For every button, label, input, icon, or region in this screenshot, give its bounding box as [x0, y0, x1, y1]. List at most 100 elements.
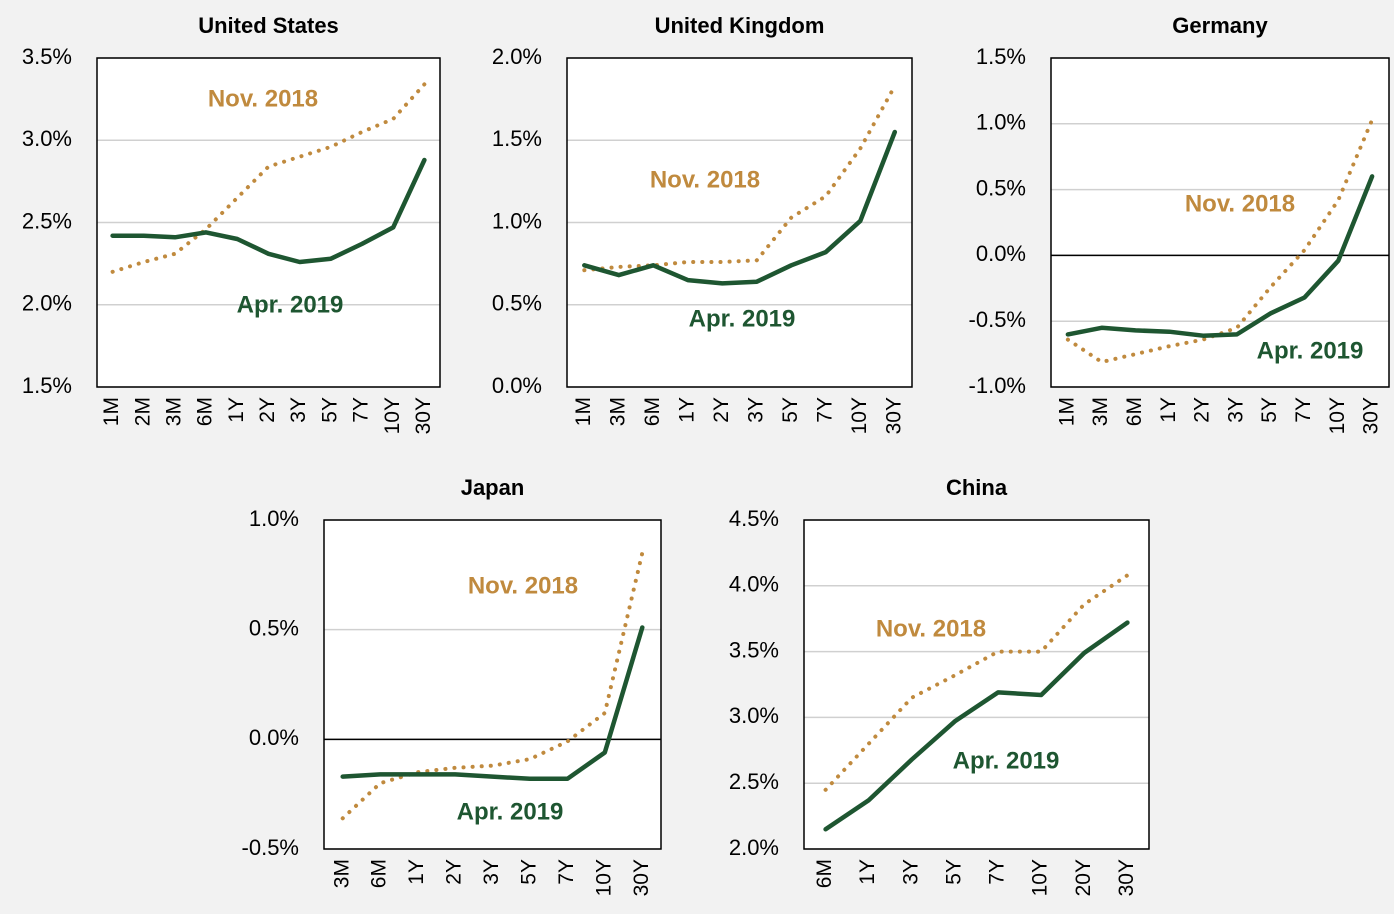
x-tick-label: 30Y	[1115, 859, 1138, 896]
x-tick-label: 3Y	[899, 859, 922, 885]
y-tick-label: 4.0%	[729, 572, 779, 597]
y-tick-label: 1.5%	[976, 44, 1026, 69]
y-tick-label: 4.5%	[729, 506, 779, 531]
x-tick-label: 3M	[606, 397, 629, 426]
x-tick-label: 6M	[641, 397, 664, 426]
x-tick-label: 20Y	[1072, 859, 1095, 896]
x-tick-label: 1Y	[225, 397, 248, 423]
y-tick-label: 3.5%	[22, 44, 72, 69]
y-tick-label: 1.0%	[492, 208, 542, 233]
y-tick-label: 0.0%	[976, 241, 1026, 266]
plot-frame	[803, 519, 1150, 850]
x-tick-label: 5Y	[318, 397, 341, 423]
subplot: Japan -0.5% 0.0% 0.5% 1.0% 3M 6M 1Y 2Y 3Y 5Y 7Y 10Y 3…	[242, 475, 662, 896]
plot-frame	[566, 57, 913, 388]
y-tick-label: 0.5%	[492, 291, 542, 316]
y-tick-label: 2.0%	[22, 291, 72, 316]
series-line	[1065, 174, 1375, 338]
series-line	[582, 84, 897, 273]
y-tick-label: 2.0%	[729, 835, 779, 860]
series-label: Nov. 2018	[208, 85, 318, 112]
x-tick-label: 7Y	[986, 859, 1009, 885]
series-label: Nov. 2018	[1185, 190, 1295, 217]
y-tick-label: 3.5%	[729, 637, 779, 662]
y-tick-label: 0.5%	[976, 175, 1026, 200]
x-tick-label: 1M	[100, 397, 123, 426]
x-tick-label: 10Y	[381, 397, 404, 434]
plot-frame	[96, 57, 441, 388]
y-tick-label: -1.0%	[969, 373, 1026, 398]
series-line	[823, 620, 1130, 832]
x-tick-label: 6M	[194, 397, 217, 426]
x-tick-label: 1Y	[1157, 397, 1180, 423]
x-tick-label: 7Y	[1292, 397, 1315, 423]
subplot: United Kingdom 0.0% 0.5% 1.0% 1.5% 2.0% 1M 3M 6M…	[492, 13, 913, 434]
x-tick-label: 30Y	[630, 859, 653, 896]
x-tick-label: 5Y	[517, 859, 540, 885]
x-tick-label: 10Y	[848, 397, 871, 434]
series-line	[110, 82, 427, 274]
x-tick-label: 5Y	[779, 397, 802, 423]
x-tick-label: 2M	[131, 397, 154, 426]
y-tick-label: 3.0%	[22, 126, 72, 151]
series-label: Nov. 2018	[876, 615, 986, 642]
series-label: Nov. 2018	[650, 166, 760, 193]
series-label: Apr. 2019	[1257, 337, 1364, 364]
y-tick-label: 1.5%	[492, 126, 542, 151]
x-tick-label: 3M	[163, 397, 186, 426]
y-tick-label: 1.0%	[249, 506, 299, 531]
x-tick-label: 7Y	[350, 397, 373, 423]
x-tick-label: 1M	[1055, 397, 1078, 426]
y-tick-label: -0.5%	[242, 835, 299, 860]
x-tick-label: 2Y	[1191, 397, 1214, 423]
x-tick-label: 10Y	[1326, 397, 1349, 434]
series-line	[110, 157, 427, 265]
x-tick-label: 3Y	[480, 859, 503, 885]
subplot-title: United States	[198, 13, 339, 38]
x-tick-label: 2Y	[710, 397, 733, 423]
x-tick-label: 6M	[368, 859, 391, 888]
y-tick-label: 0.0%	[249, 725, 299, 750]
subplot: Germany -1.0% -0.5% 0.0% 0.5% 1.0% 1.5% 1M 3M 6M 1…	[969, 13, 1390, 434]
series-line	[340, 550, 645, 821]
plot-frame	[1050, 57, 1390, 388]
subplot: China 2.0% 2.5% 3.0% 3.5% 4.0% 4.5% 6M 1Y 3Y 5Y 7Y 1…	[729, 475, 1150, 896]
y-tick-label: 2.0%	[492, 44, 542, 69]
subplot: United States 1.5% 2.0% 2.5% 3.0% 3.5% 1M 2M 3M 6…	[22, 13, 441, 434]
x-tick-label: 10Y	[592, 859, 615, 896]
x-tick-label: 2Y	[443, 859, 466, 885]
series-line	[582, 129, 898, 286]
x-tick-label: 6M	[1123, 397, 1146, 426]
x-tick-label: 3Y	[1224, 397, 1247, 423]
y-tick-label: 0.0%	[492, 373, 542, 398]
x-tick-label: 5Y	[1258, 397, 1281, 423]
x-tick-label: 7Y	[813, 397, 836, 423]
x-tick-label: 1Y	[675, 397, 698, 423]
x-tick-label: 3M	[1089, 397, 1112, 426]
x-tick-label: 2Y	[256, 397, 279, 423]
x-tick-label: 7Y	[555, 859, 578, 885]
x-tick-label: 30Y	[1360, 397, 1383, 434]
y-tick-label: 3.0%	[729, 703, 779, 728]
x-tick-label: 1Y	[856, 859, 879, 885]
x-tick-label: 1Y	[405, 859, 428, 885]
x-tick-label: 3M	[330, 859, 353, 888]
x-tick-label: 10Y	[1029, 859, 1052, 896]
plot-area	[804, 520, 1149, 849]
x-tick-label: 5Y	[942, 859, 965, 885]
plot-frame	[323, 519, 662, 850]
series-label: Nov. 2018	[468, 572, 578, 599]
x-tick-label: 3Y	[744, 397, 767, 423]
plot-area	[324, 520, 661, 849]
x-tick-label: 30Y	[882, 397, 905, 434]
series-label: Apr. 2019	[457, 798, 564, 825]
series-line	[340, 625, 645, 782]
subplot-title: Germany	[1172, 13, 1268, 38]
x-tick-label: 1M	[572, 397, 595, 426]
x-tick-label: 6M	[813, 859, 836, 888]
series-label: Apr. 2019	[953, 747, 1060, 774]
x-tick-label: 3Y	[287, 397, 310, 423]
y-tick-label: 2.5%	[22, 208, 72, 233]
